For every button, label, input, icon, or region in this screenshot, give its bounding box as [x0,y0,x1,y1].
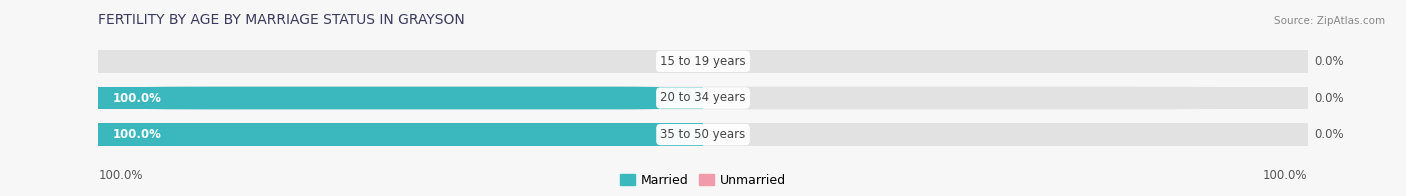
Text: Source: ZipAtlas.com: Source: ZipAtlas.com [1274,16,1385,26]
Text: 0.0%: 0.0% [1315,128,1344,141]
FancyBboxPatch shape [98,87,1308,109]
Legend: Married, Unmarried: Married, Unmarried [617,171,789,189]
Text: FERTILITY BY AGE BY MARRIAGE STATUS IN GRAYSON: FERTILITY BY AGE BY MARRIAGE STATUS IN G… [98,14,465,27]
Text: 0.0%: 0.0% [1315,92,1344,104]
FancyBboxPatch shape [98,50,1308,73]
Text: 100.0%: 100.0% [112,92,162,104]
Text: 15 to 19 years: 15 to 19 years [661,55,745,68]
Text: 100.0%: 100.0% [1263,169,1308,181]
Text: 100.0%: 100.0% [98,169,143,181]
Text: 0.0%: 0.0% [1315,55,1344,68]
FancyBboxPatch shape [98,87,703,109]
Text: 20 to 34 years: 20 to 34 years [661,92,745,104]
FancyBboxPatch shape [98,123,1308,146]
FancyBboxPatch shape [98,123,703,146]
Text: 100.0%: 100.0% [112,128,162,141]
Text: 35 to 50 years: 35 to 50 years [661,128,745,141]
Text: 0.0%: 0.0% [666,55,696,68]
